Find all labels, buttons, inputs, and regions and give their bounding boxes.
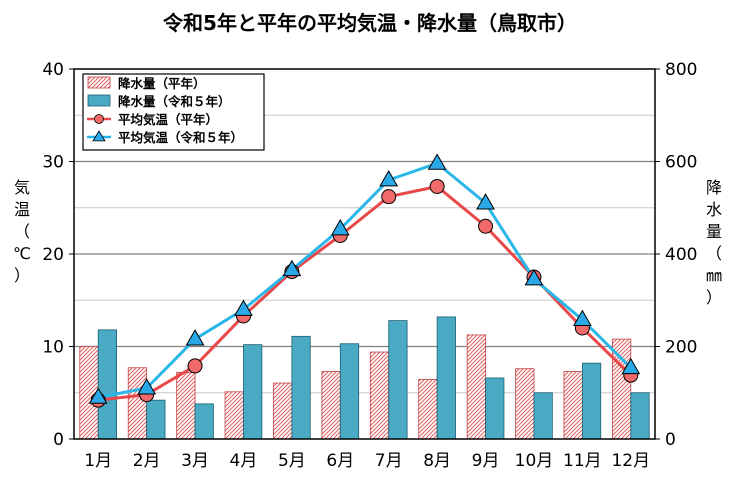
precip-bar — [436, 316, 456, 440]
right-tick-label: 0 — [665, 430, 676, 450]
left-tick-label: 30 — [42, 153, 64, 173]
precip-bar — [418, 378, 438, 440]
precip-bar — [515, 368, 535, 440]
temperature-lines — [88, 153, 641, 408]
precip-bar — [630, 392, 650, 440]
temp-point — [185, 329, 205, 346]
temp-point — [621, 357, 641, 375]
precip-bar — [321, 371, 341, 440]
temp-point — [429, 178, 445, 194]
legend: 降水量（平年） 降水量（令和５年） 平均気温（平年） 平均気温（令和５年） — [82, 73, 265, 151]
temp-point — [381, 189, 397, 205]
precip-bar — [127, 367, 148, 440]
x-tick-label: 6月 — [326, 451, 354, 471]
temp-point — [330, 219, 350, 236]
temp-point — [478, 218, 494, 234]
temp-line — [97, 161, 632, 399]
x-tick-label: 10月 — [515, 451, 554, 471]
x-tick-label: 3月 — [181, 451, 209, 471]
temp-point — [572, 309, 592, 327]
precip-bar — [466, 334, 486, 440]
left-axis-label: 気温（℃） — [13, 178, 31, 285]
precip-bar — [533, 392, 553, 440]
temp-point — [187, 358, 203, 374]
legend-marker — [92, 130, 106, 142]
temp-point — [137, 378, 157, 395]
precip-bar — [339, 343, 360, 440]
temp-point — [427, 153, 447, 170]
x-tick-label: 11月 — [563, 451, 602, 471]
legend-label: 降水量（平年） — [118, 76, 206, 91]
precip-bar — [563, 371, 583, 440]
x-tick-label: 9月 — [472, 451, 500, 471]
legend-marker — [94, 114, 104, 124]
temp-point — [476, 193, 495, 210]
temp-point — [88, 387, 108, 404]
legend-label: 平均気温（令和５年） — [118, 130, 243, 145]
chart-title: 令和5年と平年の平均気温・降水量（鳥取市） — [163, 11, 577, 35]
x-tick-label: 12月 — [611, 451, 650, 471]
precipitation-bars — [79, 316, 650, 440]
x-tick-label: 8月 — [423, 451, 451, 471]
right-tick-label: 800 — [665, 60, 697, 80]
legend-box — [82, 73, 265, 151]
right-axis-label: 降水量（㎜） — [706, 178, 722, 307]
right-axis-ticks: 0 200 400 600 800 — [655, 60, 697, 450]
legend-swatch — [87, 76, 111, 89]
x-tick-label: 7月 — [375, 451, 403, 471]
left-tick-label: 0 — [53, 430, 64, 450]
x-axis-ticks: 1月 2月 3月 4月 5月 6月 7月 8月 9月 10月 11月 12月 — [84, 451, 650, 471]
precip-bar — [176, 371, 196, 440]
x-tick-label: 5月 — [278, 451, 306, 471]
x-tick-label: 1月 — [84, 451, 112, 471]
legend-swatch — [87, 94, 111, 107]
legend-label: 平均気温（平年） — [118, 112, 218, 127]
left-tick-label: 10 — [42, 338, 64, 358]
precip-bar — [97, 329, 118, 440]
legend-label: 降水量（令和５年） — [118, 94, 231, 109]
x-tick-label: 2月 — [133, 451, 161, 471]
precip-bar — [273, 382, 293, 440]
precip-bar — [146, 399, 166, 440]
temp-point — [524, 268, 544, 286]
left-axis-ticks: 0 10 20 30 40 — [42, 60, 74, 450]
right-tick-label: 600 — [665, 153, 697, 173]
left-tick-label: 40 — [42, 60, 64, 80]
precip-bar — [369, 351, 390, 440]
right-tick-label: 400 — [665, 245, 697, 265]
precip-bar — [194, 403, 214, 440]
left-tick-label: 20 — [42, 245, 64, 265]
precip-bar — [485, 377, 505, 440]
precip-bar — [224, 391, 244, 440]
precip-bar — [243, 344, 263, 440]
right-tick-label: 200 — [665, 338, 697, 358]
precip-bar — [388, 320, 408, 440]
temp-point — [282, 259, 302, 277]
x-tick-label: 4月 — [230, 451, 258, 471]
precip-bar — [291, 335, 311, 440]
temp-point — [234, 299, 253, 316]
temp-point — [379, 169, 399, 187]
precip-bar — [581, 362, 602, 440]
